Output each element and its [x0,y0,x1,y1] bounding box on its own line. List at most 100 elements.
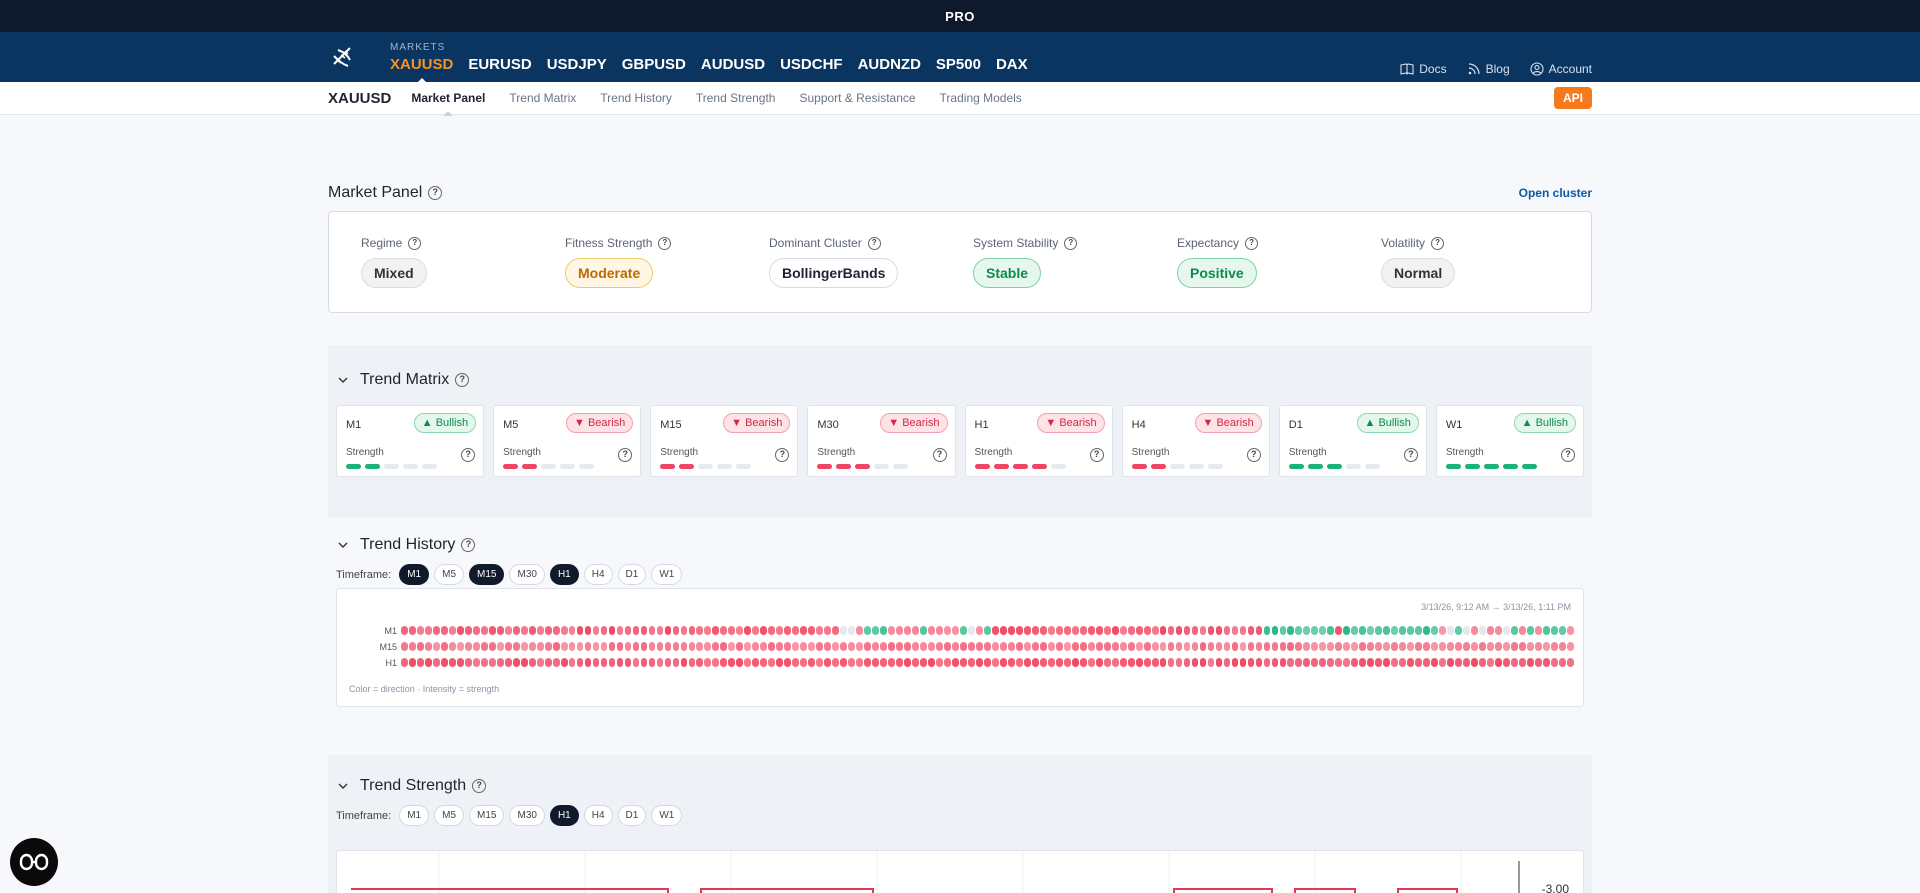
help-icon[interactable]: ? [658,236,672,250]
market-tab-audnzd[interactable]: AUDNZD [857,56,921,73]
strength-bars [660,464,752,469]
history-cell [1199,658,1207,667]
timeframe-pill-d1[interactable]: D1 [617,564,647,585]
history-cell [1031,642,1039,651]
account-link[interactable]: Account [1530,62,1592,76]
help-icon[interactable]: ? [1089,448,1104,462]
help-icon[interactable]: ? [461,538,476,552]
history-cell [1359,626,1367,635]
help-icon[interactable]: ? [618,448,633,462]
trend-card-m15[interactable]: M15 ▼ Bearish Strength? [650,405,799,477]
trend-card-d1[interactable]: D1 ▲ Bullish Strength? [1278,405,1427,477]
timeframe-pill-m1[interactable]: M1 [399,805,430,826]
market-tab-xauusd[interactable]: XAUUSD [390,56,454,84]
tab-trend-strength[interactable]: Trend Strength [695,91,776,105]
market-tab-dax[interactable]: DAX [995,56,1028,73]
tab-trend-matrix[interactable]: Trend Matrix [509,91,577,105]
trend-card-m30[interactable]: M30 ▼ Bearish Strength? [807,405,956,477]
timeframe-pill-h4[interactable]: H4 [583,564,613,585]
history-cell [784,658,792,667]
market-tab-usdjpy[interactable]: USDJPY [546,56,607,73]
history-cell [1495,642,1502,651]
trend-card-m1[interactable]: M1 ▲ Bullish Strength? [336,405,485,477]
help-icon[interactable]: ? [1431,236,1445,250]
user-icon [1530,62,1544,76]
timeframe-pill-w1[interactable]: W1 [651,805,683,826]
history-cell [1503,626,1510,635]
blog-link[interactable]: Blog [1467,62,1510,76]
timeframe-pill-m15[interactable]: M15 [469,564,505,585]
trend-history-header[interactable]: Trend History ? [338,536,476,554]
history-cell [1103,658,1111,667]
trend-strength-header[interactable]: Trend Strength ? [338,777,487,795]
help-icon[interactable]: ? [461,448,476,462]
help-icon[interactable]: ? [1064,236,1078,250]
timeframe-pill-m30[interactable]: M30 [509,805,545,826]
help-icon[interactable]: ? [1245,236,1259,250]
history-cell [1423,642,1431,651]
timeframe-pill-m30[interactable]: M30 [509,564,545,585]
tab-support-resistance[interactable]: Support & Resistance [799,91,916,105]
help-icon[interactable]: ? [1561,448,1575,462]
timeframe-pill-m1[interactable]: M1 [399,564,430,585]
history-cell [984,626,991,635]
history-cell [952,642,959,651]
trend-card-w1[interactable]: W1 ▲ Bullish Strength? [1435,405,1584,477]
metric-dominant-cluster: Dominant Cluster? BollingerBands [769,236,899,288]
history-cell [1127,658,1135,667]
trend-card-h4[interactable]: H4 ▼ Bearish Strength? [1121,405,1270,477]
timeframe-pill-w1[interactable]: W1 [651,564,683,585]
history-cell [744,642,752,651]
chat-widget-button[interactable] [10,838,58,886]
help-icon[interactable]: ? [1246,448,1261,462]
trend-matrix-header[interactable]: Trend Matrix ? [338,371,470,389]
tab-trend-history[interactable]: Trend History [600,91,672,105]
trend-history-title: Trend History [360,536,456,553]
history-cell [1031,626,1039,635]
history-cell [1431,626,1439,635]
history-cell [401,658,408,667]
strength-segment [1502,464,1518,469]
api-button[interactable]: API [1553,87,1592,109]
history-cell [1135,642,1143,651]
market-tab-usdchf[interactable]: USDCHF [780,56,843,73]
timeframe-pill-h1[interactable]: H1 [549,564,579,585]
strength-segment [1483,464,1499,469]
market-tab-audusd[interactable]: AUDUSD [700,56,766,73]
strength-label: Strength [660,447,699,458]
tab-market-panel[interactable]: Market Panel [411,91,486,116]
timeframe-pill-m5[interactable]: M5 [434,805,465,826]
market-tab-sp500[interactable]: SP500 [935,56,981,73]
history-row-label: M1 [384,626,397,636]
history-cell [768,642,776,651]
tab-trading-models[interactable]: Trading Models [939,91,1022,105]
help-icon[interactable]: ? [472,779,487,793]
history-cell [768,626,776,635]
help-icon[interactable]: ? [775,448,790,462]
trend-card-m5[interactable]: M5 ▼ Bearish Strength? [493,405,642,477]
history-cell [488,626,496,635]
market-tab-gbpusd[interactable]: GBPUSD [621,56,686,73]
strength-segment [384,464,399,469]
history-cell [728,642,736,651]
help-icon[interactable]: ? [867,236,881,250]
history-cell [1543,658,1550,667]
market-tab-eurusd[interactable]: EURUSD [468,56,532,73]
timeframe-pill-d1[interactable]: D1 [617,805,647,826]
strength-segment [817,464,833,469]
dna-logo-icon[interactable] [328,42,356,70]
help-icon[interactable]: ? [455,373,470,387]
timeframe-pill-h4[interactable]: H4 [583,805,613,826]
help-icon[interactable]: ? [428,186,443,200]
help-icon[interactable]: ? [408,236,422,250]
history-cell [1335,626,1343,635]
timeframe-pill-h1[interactable]: H1 [549,805,579,826]
history-cell [1007,642,1015,651]
docs-link[interactable]: Docs [1400,62,1447,76]
open-cluster-link[interactable]: Open cluster [1518,186,1592,200]
timeframe-pill-m5[interactable]: M5 [434,564,465,585]
help-icon[interactable]: ? [932,448,947,462]
timeframe-pill-m15[interactable]: M15 [469,805,505,826]
help-icon[interactable]: ? [1403,448,1418,462]
trend-card-h1[interactable]: H1 ▼ Bearish Strength? [964,405,1113,477]
